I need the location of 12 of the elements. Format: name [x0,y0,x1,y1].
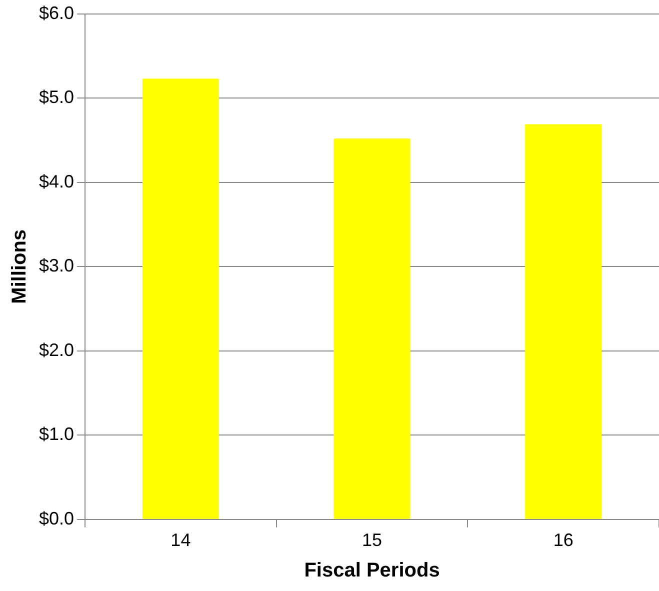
y-tick-label: $6.0 [38,2,74,23]
y-tick-label: $4.0 [38,171,74,192]
y-tick-label: $2.0 [38,340,74,360]
y-axis-title: Millions [8,229,31,304]
x-tick-label: 15 [362,530,382,550]
y-tick-label: $5.0 [38,87,74,108]
x-tick-label: 14 [170,530,191,550]
y-tick-label: $1.0 [38,424,74,444]
y-tick-label: $3.0 [38,256,74,276]
x-tick-label: 16 [553,530,574,550]
y-tick-label: $0.0 [38,508,74,528]
x-axis-title: Fiscal Periods [304,560,440,582]
